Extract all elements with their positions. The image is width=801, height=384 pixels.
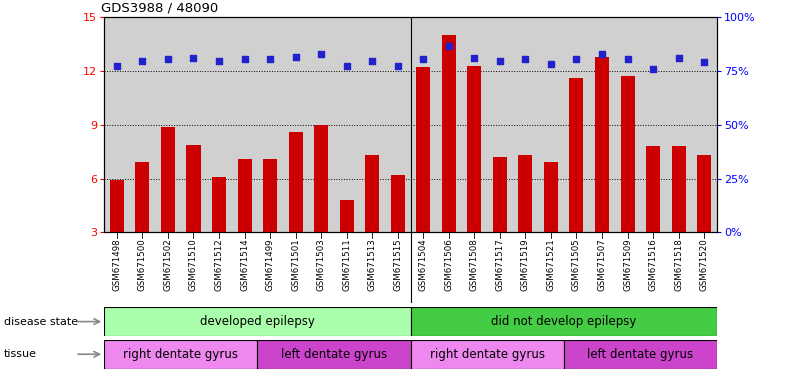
Text: GSM671511: GSM671511 xyxy=(342,238,351,291)
Bar xyxy=(104,340,257,369)
Bar xyxy=(564,340,717,369)
Text: GSM671520: GSM671520 xyxy=(699,238,709,291)
Bar xyxy=(161,127,175,286)
Bar xyxy=(391,175,405,286)
Bar xyxy=(212,177,226,286)
Text: GSM671518: GSM671518 xyxy=(674,238,683,291)
Text: GSM671503: GSM671503 xyxy=(316,238,326,291)
Point xyxy=(111,63,123,69)
Bar xyxy=(257,340,411,369)
Bar xyxy=(467,66,481,286)
Point xyxy=(596,51,609,57)
Text: did not develop epilepsy: did not develop epilepsy xyxy=(491,315,636,328)
Bar xyxy=(417,68,430,286)
Text: GSM671514: GSM671514 xyxy=(240,238,249,291)
Point xyxy=(238,56,251,63)
Point xyxy=(136,58,149,64)
Bar xyxy=(104,307,410,336)
Point xyxy=(315,51,328,57)
Point xyxy=(570,56,583,63)
Text: GDS3988 / 48090: GDS3988 / 48090 xyxy=(101,2,219,15)
Point xyxy=(672,55,685,61)
Text: GSM671509: GSM671509 xyxy=(623,238,632,291)
Point xyxy=(646,66,659,72)
Point xyxy=(698,59,710,65)
Text: GSM671519: GSM671519 xyxy=(521,238,530,291)
Text: right dentate gyrus: right dentate gyrus xyxy=(123,348,238,361)
Point xyxy=(264,56,276,63)
Bar xyxy=(518,155,533,286)
Text: GSM671506: GSM671506 xyxy=(445,238,453,291)
Bar xyxy=(646,146,660,286)
Point xyxy=(417,56,429,63)
Bar xyxy=(595,57,609,286)
Point xyxy=(162,56,175,63)
Bar xyxy=(410,340,564,369)
Point xyxy=(545,61,557,67)
Text: GSM671508: GSM671508 xyxy=(470,238,479,291)
Point xyxy=(519,56,532,63)
Text: GSM671510: GSM671510 xyxy=(189,238,198,291)
Text: left dentate gyrus: left dentate gyrus xyxy=(587,348,694,361)
Bar xyxy=(187,144,200,286)
Point xyxy=(468,55,481,61)
Bar xyxy=(410,307,717,336)
Bar xyxy=(135,162,150,286)
Text: GSM671516: GSM671516 xyxy=(649,238,658,291)
Bar xyxy=(314,125,328,286)
Bar xyxy=(570,78,583,286)
Bar xyxy=(621,76,634,286)
Bar xyxy=(544,162,558,286)
Bar xyxy=(365,155,379,286)
Bar xyxy=(442,35,456,286)
Point xyxy=(621,56,634,63)
Text: GSM671505: GSM671505 xyxy=(572,238,581,291)
Text: disease state: disease state xyxy=(4,316,78,327)
Text: GSM671498: GSM671498 xyxy=(112,238,122,291)
Text: GSM671501: GSM671501 xyxy=(291,238,300,291)
Text: GSM671512: GSM671512 xyxy=(215,238,223,291)
Text: GSM671504: GSM671504 xyxy=(419,238,428,291)
Text: GSM671521: GSM671521 xyxy=(546,238,555,291)
Bar xyxy=(110,180,124,286)
Text: GSM671515: GSM671515 xyxy=(393,238,402,291)
Bar xyxy=(340,200,354,286)
Bar xyxy=(493,157,507,286)
Bar xyxy=(697,155,711,286)
Point xyxy=(212,58,225,64)
Bar xyxy=(288,132,303,286)
Bar xyxy=(671,146,686,286)
Point xyxy=(340,63,353,69)
Text: GSM671499: GSM671499 xyxy=(266,238,275,291)
Text: tissue: tissue xyxy=(4,349,37,359)
Point xyxy=(366,58,379,64)
Point xyxy=(392,63,405,69)
Text: developed epilepsy: developed epilepsy xyxy=(200,315,315,328)
Text: GSM671513: GSM671513 xyxy=(368,238,376,291)
Point xyxy=(493,58,506,64)
Text: GSM671502: GSM671502 xyxy=(163,238,172,291)
Text: GSM671507: GSM671507 xyxy=(598,238,606,291)
Text: GSM671517: GSM671517 xyxy=(495,238,505,291)
Point xyxy=(289,54,302,60)
Text: GSM671500: GSM671500 xyxy=(138,238,147,291)
Bar xyxy=(238,159,252,286)
Bar xyxy=(263,159,277,286)
Point xyxy=(187,55,200,61)
Text: left dentate gyrus: left dentate gyrus xyxy=(281,348,387,361)
Text: right dentate gyrus: right dentate gyrus xyxy=(429,348,545,361)
Point xyxy=(442,43,455,49)
